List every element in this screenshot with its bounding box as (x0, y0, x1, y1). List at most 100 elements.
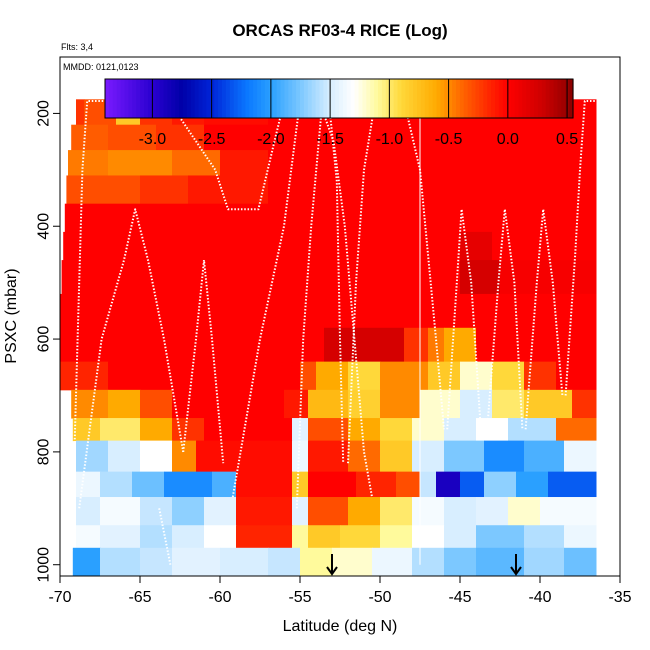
heat-cell (71, 124, 109, 151)
colorbar-swatch (436, 79, 441, 118)
flight-track (347, 100, 445, 464)
colorbar-swatch (534, 79, 539, 118)
heat-cell (76, 497, 101, 526)
heat-cell (540, 497, 597, 526)
colorbar-tick-label: -1.5 (316, 131, 344, 148)
colorbar-swatch (362, 79, 367, 118)
heat-cell (236, 471, 293, 498)
heat-cell (492, 389, 525, 419)
colorbar-swatch (155, 79, 161, 118)
colorbar-swatch (342, 79, 348, 118)
colorbar-tick-label: -3.0 (139, 131, 167, 148)
heat-cell (332, 547, 373, 576)
heat-cell (140, 389, 173, 419)
heat-cell (412, 525, 445, 549)
colorbar-swatch (327, 79, 332, 118)
colorbar-swatch (522, 79, 527, 118)
heat-cell (524, 389, 573, 419)
colorbar-swatch (463, 79, 469, 118)
y-tick-label: 800 (36, 438, 53, 465)
heat-cell (204, 525, 237, 549)
heat-cell (444, 497, 477, 526)
colorbar: -3.0 -2.5 -2.0 -1.5 -1.0 -0.5 0.0 0.5 (104, 78, 578, 148)
marker-arrow (510, 554, 522, 576)
heat-cell (172, 440, 197, 473)
heat-cell (444, 418, 477, 442)
colorbar-swatch (401, 79, 406, 118)
heat-cell (140, 175, 189, 205)
heat-cell (172, 525, 205, 549)
heat-cell (508, 418, 557, 442)
heat-cell (476, 327, 597, 363)
heat-cell (556, 418, 597, 442)
heat-cell (444, 327, 477, 363)
heat-cell (476, 497, 509, 526)
colorbar-swatch (249, 79, 254, 118)
colorbar-swatch (381, 79, 387, 118)
colorbar-swatch (413, 79, 418, 118)
colorbar-swatch (163, 79, 168, 118)
heat-cell (188, 175, 269, 205)
colorbar-swatch (210, 79, 215, 118)
heat-cell (524, 525, 565, 549)
colorbar-swatch (459, 79, 465, 118)
colorbar-swatch (198, 79, 204, 118)
heat-cell (460, 389, 493, 419)
colorbar-swatch (549, 79, 555, 118)
heat-cell (76, 525, 101, 549)
flight-track (182, 259, 225, 464)
heat-cell (108, 150, 173, 176)
colorbar-swatch (245, 79, 250, 118)
heat-cell (460, 361, 493, 391)
colorbar-swatch (218, 79, 223, 118)
colorbar-swatch (444, 79, 449, 118)
colorbar-swatch (471, 79, 477, 118)
heat-cell (108, 124, 157, 151)
colorbar-swatch (237, 79, 243, 118)
heat-cell (140, 440, 173, 473)
heat-cell (140, 547, 173, 576)
heat-cell (420, 471, 437, 498)
heat-cell (572, 389, 597, 419)
flight-track (446, 208, 482, 430)
colorbar-swatch (241, 79, 246, 118)
heat-cell (412, 440, 445, 473)
heat-cell (268, 150, 597, 176)
colorbar-swatch (206, 79, 211, 118)
heat-cell (348, 497, 381, 526)
chart-title: ORCAS RF03-4 RICE (Log) (232, 21, 447, 40)
y-axis-label: PSXC (mbar) (3, 268, 20, 363)
colorbar-swatch (147, 79, 153, 118)
heat-cell (76, 471, 101, 498)
heat-cell (220, 150, 269, 176)
heat-cell (524, 440, 565, 473)
heat-cell (348, 418, 381, 442)
heat-cell (340, 525, 381, 549)
x-tick-label: -40 (528, 589, 551, 606)
colorbar-swatch (475, 79, 480, 118)
colorbar-swatch (112, 79, 118, 118)
flights-label: Flts: 3,4 (61, 42, 93, 52)
colorbar-swatch (354, 79, 360, 118)
colorbar-swatch (214, 79, 219, 118)
colorbar-swatch (151, 79, 157, 118)
colorbar-swatch (526, 79, 531, 118)
colorbar-swatch (452, 79, 457, 118)
colorbar-swatch (167, 79, 172, 118)
colorbar-swatch (448, 79, 453, 118)
heat-cell (140, 497, 173, 526)
x-tick-label: -60 (208, 589, 231, 606)
heat-cell (71, 389, 109, 419)
colorbar-swatch (506, 79, 512, 118)
colorbar-swatch (510, 79, 516, 118)
x-axis: -70 -65 -60 -55 -50 -45 -40 -35 (48, 575, 632, 606)
heat-cell (300, 361, 317, 391)
colorbar-swatch (491, 79, 496, 118)
colorbar-swatch (358, 79, 363, 118)
colorbar-tick-label: 0.0 (497, 131, 519, 148)
heat-cell (204, 124, 597, 151)
heat-cell (76, 440, 109, 473)
heat-cell (132, 471, 165, 498)
colorbar-swatch (179, 79, 184, 118)
